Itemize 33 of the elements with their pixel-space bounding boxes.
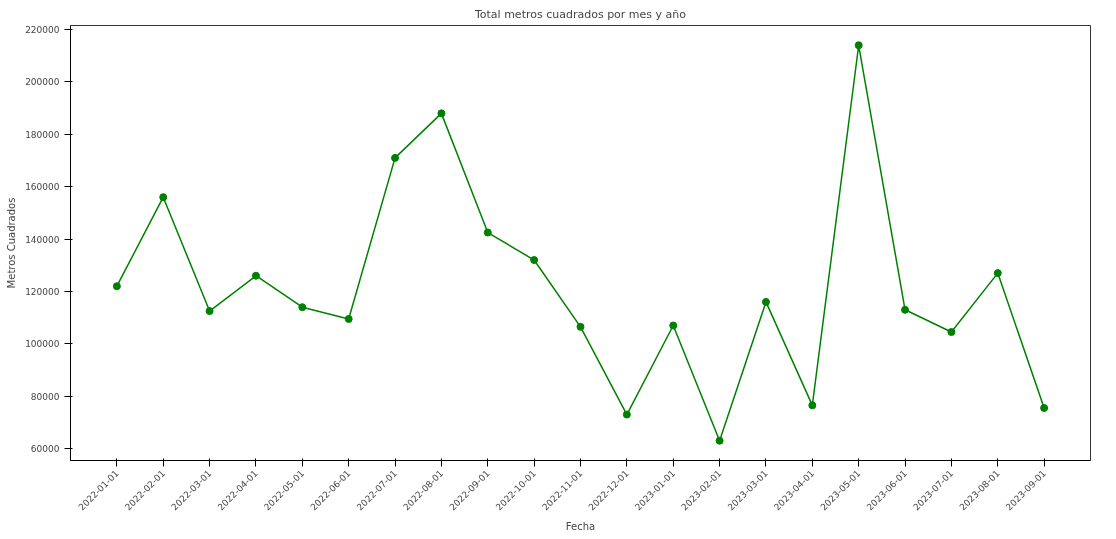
point [761,297,770,306]
y-tick-label: 100000 [25,339,60,350]
point [1040,404,1049,412]
point [576,322,585,331]
x-axis-title: Fecha [565,521,596,533]
point [391,153,400,162]
point [669,321,678,330]
point [530,256,539,265]
point [159,193,168,202]
point [205,307,214,316]
y-tick-label: 120000 [25,286,60,297]
y-tick-label: 180000 [25,129,60,140]
y-tick-label: 220000 [25,25,60,36]
y-tick-label: 140000 [25,234,60,245]
point [298,303,307,312]
y-axis-title: Metros Cuadrados [6,197,18,289]
y-tick-label: 200000 [25,77,60,88]
point [622,410,631,419]
point [112,282,121,291]
point [808,401,817,410]
point [947,328,956,337]
y-tick-label: 160000 [25,182,60,193]
point [901,305,910,314]
point [854,41,863,50]
point [715,436,724,445]
point [483,228,492,237]
chart-title: Total metros cuadrados por mes y año [473,7,687,21]
point [437,109,446,118]
y-tick-label: 60000 [30,444,60,455]
point [344,314,353,323]
point [993,269,1002,278]
point [251,271,260,280]
y-tick-label: 80000 [30,391,60,402]
